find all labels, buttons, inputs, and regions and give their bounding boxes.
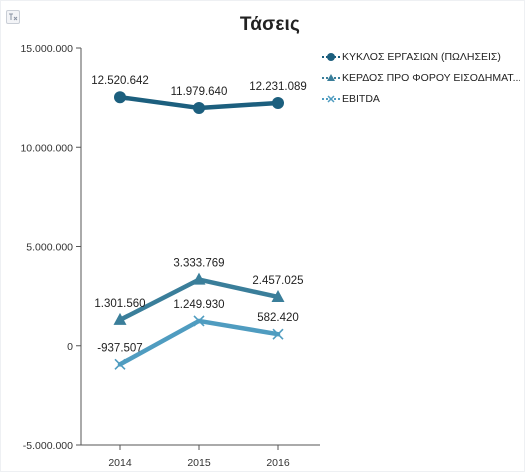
chart-legend: ΚΥΚΛΟΣ ΕΡΓΑΣΙΩΝ (ΠΩΛΗΣΕΙΣ) ΚΕΡΔΟΣ ΠΡΟ ΦΟ… — [322, 46, 522, 109]
legend-circle-marker-icon — [322, 52, 340, 61]
x-tick-label: 2015 — [187, 457, 211, 469]
y-tick-label: 0 — [67, 341, 73, 353]
data-point[interactable] — [193, 101, 205, 114]
data-label: 12.231.089 — [249, 81, 307, 93]
legend-item-pretax-profit[interactable]: ΚΕΡΔΟΣ ΠΡΟ ΦΟΡΟΥ ΕΙΣΟΔΗΜΑΤ... — [322, 67, 522, 88]
data-point[interactable] — [114, 358, 126, 370]
data-point[interactable] — [113, 312, 127, 325]
data-label: 1.249.930 — [173, 299, 224, 311]
legend-triangle-marker-icon — [322, 73, 340, 81]
legend-x-marker-icon — [322, 94, 340, 103]
y-tick-label: 5.000.000 — [26, 242, 73, 254]
chart-menu-icon — [9, 13, 18, 21]
y-tick-label: 15.000.000 — [20, 43, 73, 55]
data-point[interactable] — [271, 289, 285, 302]
legend-label: EBITDA — [342, 92, 380, 105]
series-line — [117, 318, 281, 367]
chart-title: Τάσεις — [239, 14, 301, 35]
data-point[interactable] — [114, 91, 126, 104]
data-label: 3.333.769 — [173, 258, 224, 270]
data-label: -937.507 — [97, 342, 142, 354]
legend-item-ebitda[interactable]: EBITDA — [322, 88, 522, 109]
x-tick-label: 2016 — [266, 457, 290, 469]
data-label: 2.457.025 — [252, 275, 303, 287]
legend-item-sales[interactable]: ΚΥΚΛΟΣ ΕΡΓΑΣΙΩΝ (ΠΩΛΗΣΕΙΣ) — [322, 46, 522, 67]
data-label: 12.520.642 — [91, 75, 149, 87]
data-point[interactable] — [272, 96, 284, 109]
data-point[interactable] — [193, 315, 205, 327]
data-label: 1.301.560 — [94, 298, 145, 310]
legend-label: ΚΕΡΔΟΣ ΠΡΟ ΦΟΡΟΥ ΕΙΣΟΔΗΜΑΤ... — [342, 71, 520, 84]
data-label: 582.420 — [257, 312, 299, 324]
data-label: 11.979.640 — [171, 86, 228, 98]
data-point[interactable] — [192, 272, 206, 285]
x-tick-label: 2014 — [108, 457, 132, 469]
legend-label: ΚΥΚΛΟΣ ΕΡΓΑΣΙΩΝ (ΠΩΛΗΣΕΙΣ) — [342, 50, 501, 63]
data-point[interactable] — [272, 328, 284, 340]
y-tick-label: 10.000.000 — [20, 142, 73, 154]
y-tick-label: -5.000.000 — [23, 440, 73, 452]
chart-menu-button[interactable] — [6, 10, 20, 24]
